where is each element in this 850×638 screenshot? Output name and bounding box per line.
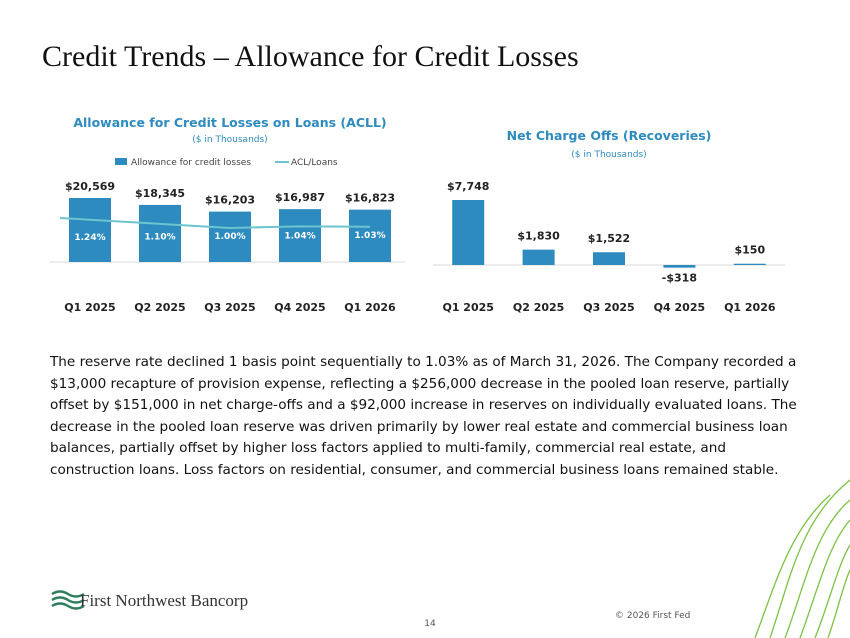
bar-value-label: $7,748 <box>447 180 489 193</box>
x-tick-label: Q2 2025 <box>134 301 185 314</box>
bar-value-label: $16,823 <box>345 192 395 205</box>
bar-value-label: -$318 <box>662 272 697 285</box>
line <box>59 217 371 230</box>
copyright: © 2026 First Fed <box>615 611 690 621</box>
line-value-label: 1.00% <box>214 232 245 242</box>
x-tick-label: Q2 2025 <box>513 301 564 314</box>
line-value-label: 1.24% <box>74 233 105 243</box>
page-number: 14 <box>424 619 436 629</box>
bar <box>522 249 555 265</box>
x-tick-label: Q4 2025 <box>654 301 705 314</box>
legend-swatch <box>115 158 127 165</box>
line-value-label: 1.04% <box>284 232 315 242</box>
bar-value-label: $18,345 <box>135 187 185 200</box>
x-tick-label: Q1 2026 <box>724 301 776 314</box>
body-text: The reserve rate declined 1 basis point … <box>50 354 797 478</box>
bar <box>139 204 181 262</box>
x-tick-label: Q4 2025 <box>274 301 325 314</box>
x-tick-label: Q1 2025 <box>64 301 115 314</box>
bar-value-label: $16,203 <box>205 194 255 207</box>
legend-label: Allowance for credit losses <box>131 158 251 168</box>
logo-icon <box>51 590 85 610</box>
slide-title: Credit Trends – Allowance for Credit Los… <box>42 40 579 73</box>
bar <box>452 200 485 265</box>
x-tick-label: Q1 2025 <box>442 301 493 314</box>
legend-label: ACL/Loans <box>291 158 338 168</box>
bar-value-label: $150 <box>734 244 765 257</box>
logo-text: First Northwest Bancorp <box>80 591 248 610</box>
bar-value-label: $16,987 <box>275 191 325 204</box>
bar-value-label: $20,569 <box>65 180 115 193</box>
line-value-label: 1.03% <box>354 231 385 241</box>
bar-value-label: $1,830 <box>517 230 560 243</box>
x-tick-label: Q3 2025 <box>204 301 255 314</box>
bar <box>593 252 625 265</box>
bar-value-label: $1,522 <box>588 232 630 245</box>
bar <box>69 198 111 262</box>
bar <box>663 265 696 268</box>
chart-subtitle: ($ in Thousands) <box>192 135 267 145</box>
bar <box>209 211 251 262</box>
chart-subtitle: ($ in Thousands) <box>571 150 646 160</box>
chart-title: Allowance for Credit Losses on Loans (AC… <box>73 115 386 130</box>
bar <box>279 209 321 262</box>
line-value-label: 1.10% <box>144 233 175 243</box>
bar <box>349 209 391 262</box>
x-tick-label: Q3 2025 <box>583 301 634 314</box>
bar <box>733 263 766 265</box>
chart-title: Net Charge Offs (Recoveries) <box>507 128 712 143</box>
x-tick-label: Q1 2026 <box>344 301 396 314</box>
decoration <box>754 479 850 638</box>
